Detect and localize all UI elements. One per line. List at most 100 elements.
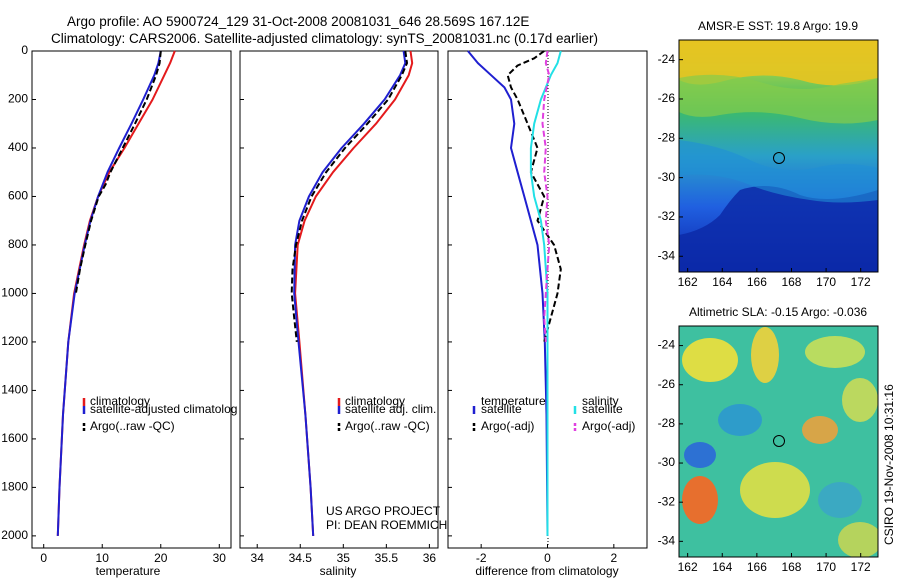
sst-map: AMSR-E SST: 19.8 Argo: 19.9 162 164 166 168… [658,19,879,289]
sst-map-title: AMSR-E SST: 19.8 Argo: 19.9 [698,19,858,33]
x-tick-label: 34.5 [289,551,313,565]
y-tick-label: 1400 [1,383,28,397]
legend-label-temp-satellite: satellite [481,402,522,416]
legend-label-satellite: satellite-adjusted climatolog [90,402,237,416]
sst-cold-region [679,186,878,272]
series-line-climatology [294,50,414,536]
temperature-xlabel: temperature [96,564,161,578]
argo-location-marker [773,152,785,164]
map-x-tick-label: 172 [851,560,871,574]
sla-high-patch [838,522,878,557]
difference-panel: -2 0 2 difference from climatology tempera… [447,50,648,578]
legend-label-temp-argo: Argo(-adj) [481,419,534,433]
title-line-1: Argo profile: AO 5900724_129 31-Oct-2008… [67,14,529,29]
map-x-tick-label: 162 [678,275,698,289]
sla-map-title: Altimetric SLA: -0.15 Argo: -0.036 [689,305,867,319]
map-y-tick-label: -26 [658,91,676,105]
salinity-xlabel: salinity [320,564,357,578]
x-tick-label: 35.5 [375,551,399,565]
salinity-legend: climatology satellite adj. clim. Argo(..… [337,394,436,433]
sst-warm-region [679,40,878,86]
csiro-timestamp: CSIRO 19-Nov-2008 10:31:16 [882,384,896,545]
x-tick-label: -2 [476,551,487,565]
y-tick-label: 0 [21,43,28,57]
sla-map-frame [678,325,879,558]
sla-peak-patch [682,476,718,524]
y-tick-label: 1800 [1,480,28,494]
x-tick-label: 2 [610,551,617,565]
series-line-salinity-argo-adj [541,50,551,342]
y-tick-label: 600 [8,189,28,203]
map-y-tick-label: -30 [658,455,676,469]
sla-high-patch [842,378,878,422]
y-tick-label: 800 [8,237,28,251]
x-tick-label: 36 [423,551,437,565]
map-x-tick-label: 170 [816,275,836,289]
argo-location-marker [773,435,785,447]
temperature-axes-box [31,50,232,549]
series-line-argo-raw-qc [74,50,162,294]
legend-title-salinity: salinity [582,394,619,408]
difference-xlabel: difference from climatology [475,564,618,578]
sla-low-patch [718,404,762,436]
x-tick-label: 20 [154,551,168,565]
legend-label-argo: Argo(..raw -QC) [90,419,175,433]
temperature-panel: 0 200 400 600 800 1000 1200 1400 1600 1800 2000 0 1… [1,43,237,578]
x-tick-label: 0 [40,551,47,565]
legend-label-argo: Argo(..raw -QC) [345,419,430,433]
sla-high-patch [805,336,865,368]
map-y-tick-label: -26 [658,377,676,391]
map-y-tick-label: -28 [658,130,676,144]
series-line-argo-raw-qc [290,50,408,343]
map-y-tick-label: -24 [658,52,676,66]
map-x-tick-label: 164 [712,560,732,574]
legend-label-climatology: climatology [345,394,405,408]
x-tick-label: 34 [251,551,265,565]
salinity-panel: 34 34.5 35 35.5 36 salinity climatology sate… [239,50,447,578]
sla-low-patch [818,482,862,518]
sst-map-frame [678,39,879,273]
pi-annotation: PI: DEAN ROEMMICH [326,518,447,532]
map-x-tick-label: 162 [678,560,698,574]
x-tick-label: 30 [213,551,227,565]
sst-mid-region [679,74,878,124]
sla-high-patch [682,338,738,382]
series-line-temperature-argo-adj [506,50,562,343]
y-tick-label: 2000 [1,528,28,542]
sst-blue-band [679,140,878,203]
map-y-tick-label: -28 [658,416,676,430]
map-x-tick-label: 166 [747,275,767,289]
temperature-legend: climatology satellite-adjusted climatolo… [82,394,237,433]
legend-label-climatology: climatology [90,394,150,408]
legend-title-temperature: temperature [481,394,546,408]
map-x-tick-label: 172 [851,275,871,289]
sla-map: Altimetric SLA: -0.15 Argo: -0.036 162 16… [658,305,879,574]
series-line-satellite-adjusted-climatolog [56,50,162,536]
sla-high-patch [740,462,810,518]
title-line-2: Climatology: CARS2006. Satellite-adjuste… [51,31,598,46]
x-tick-label: 10 [96,551,110,565]
map-x-tick-label: 166 [747,560,767,574]
map-y-tick-label: -24 [658,338,676,352]
map-y-tick-label: -30 [658,170,676,184]
map-x-tick-label: 170 [816,560,836,574]
y-tick-label: 1200 [1,334,28,348]
map-y-tick-label: -32 [658,494,676,508]
y-tick-label: 1000 [1,286,28,300]
map-y-tick-label: -34 [658,534,676,548]
sla-high-patch [802,416,838,444]
sla-low-patch [684,442,716,468]
difference-legend: temperature satellite Argo(-adj) salinit… [472,394,635,433]
y-tick-label: 200 [8,92,28,106]
sla-high-patch [751,327,779,383]
map-x-tick-label: 168 [781,560,801,574]
series-line-temperature-satellite [467,50,549,536]
map-y-tick-label: -34 [658,248,676,262]
x-tick-label: 0 [544,551,551,565]
map-x-tick-label: 168 [781,275,801,289]
x-tick-label: 35 [337,551,351,565]
project-annotation: US ARGO PROJECT [326,504,441,518]
map-x-tick-label: 164 [712,275,732,289]
y-tick-label: 400 [8,140,28,154]
